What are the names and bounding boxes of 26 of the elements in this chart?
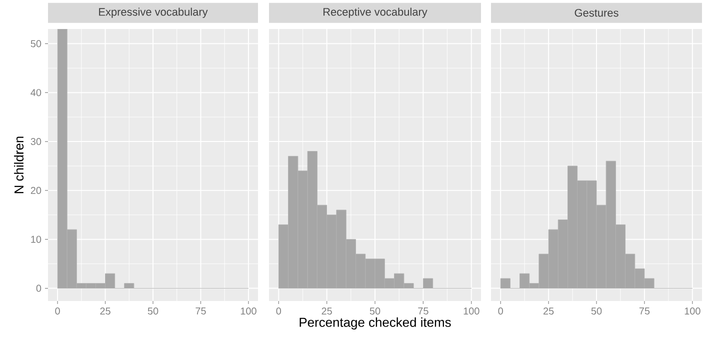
x-tick-label: 75 <box>639 308 650 314</box>
x-tick-label: 75 <box>418 308 428 314</box>
x-tick-label: 100 <box>240 308 256 315</box>
x-axis-title: Percentage checked items <box>300 317 451 330</box>
x-tick-label: 75 <box>196 308 206 314</box>
y-axis-title: N children <box>14 136 24 194</box>
x-tick-label: 100 <box>684 308 700 315</box>
y-tick-label: 30 <box>30 138 42 146</box>
x-tick-label: 25 <box>544 308 554 315</box>
y-tick-label: 0 <box>36 284 42 292</box>
x-tick-label: 50 <box>148 308 158 315</box>
y-tick-label: 20 <box>30 186 42 194</box>
x-tick-label: 50 <box>591 308 602 315</box>
x-tick-label: 50 <box>370 308 380 315</box>
x-tick-label: 100 <box>464 308 480 315</box>
x-tick-label: 0 <box>55 308 60 315</box>
x-tick-label: 0 <box>498 308 503 315</box>
y-tick-label: 50 <box>30 40 42 48</box>
chart-title: Expressive vocabulary <box>99 8 208 18</box>
chart-title: Gestures <box>574 8 618 17</box>
chart-title: Receptive vocabulary <box>324 8 428 18</box>
x-tick-label: 0 <box>276 308 282 315</box>
x-tick-label: 25 <box>100 308 110 315</box>
x-tick-label: 25 <box>322 308 332 315</box>
y-tick-label: 10 <box>31 236 42 243</box>
y-tick-label: 40 <box>30 89 42 96</box>
